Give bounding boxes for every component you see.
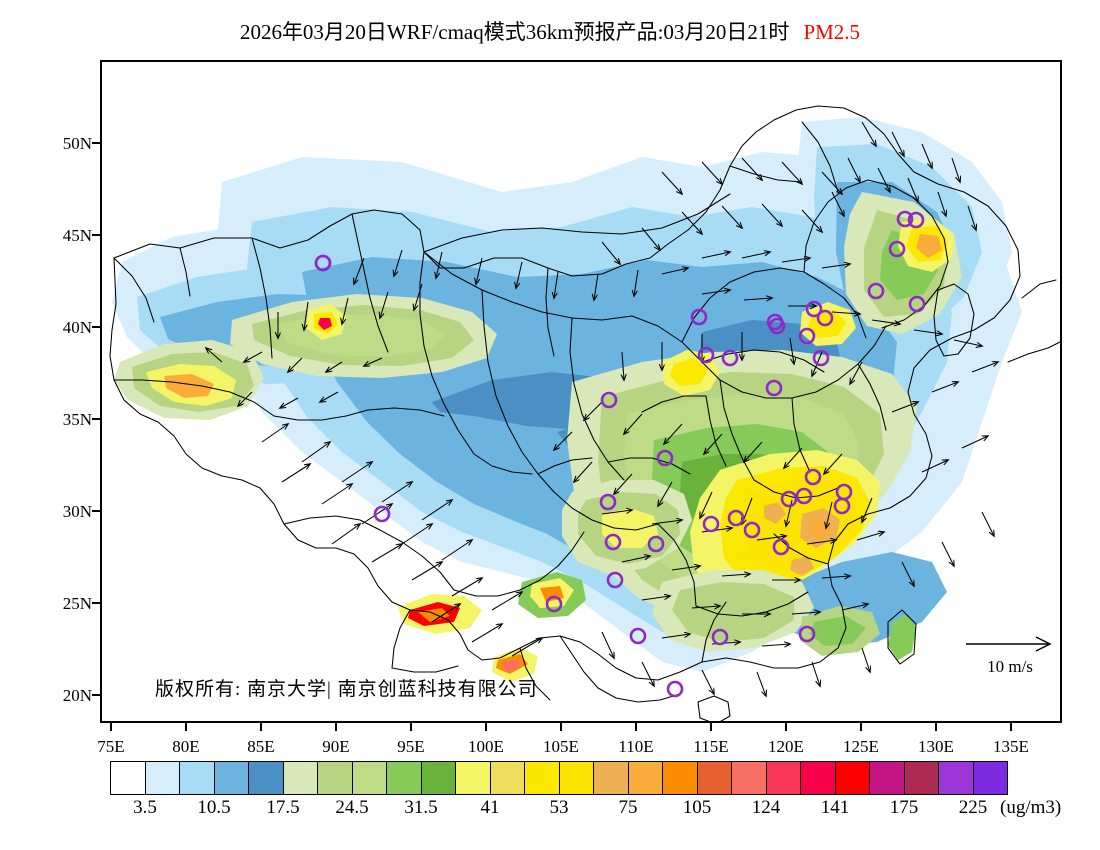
colorbar-cell-19 [766,762,801,794]
colorbar-cell-18 [732,762,767,794]
colorbar-cell-22 [870,762,905,794]
colorbar-cell-2 [180,762,215,794]
page-title: 2026年03月20日WRF/cmaq模式36km预报产品:03月20日21时 P… [0,16,1100,46]
lon-tick-mark [635,723,637,731]
colorbar-label-124: 124 [751,797,781,818]
province-boundaries [109,105,1060,721]
colorbar-cell-21 [835,762,870,794]
lon-tick-mark [785,723,787,731]
colorbar-units-label: (ug/m3) [1000,797,1062,818]
colorbar-cell-0 [111,762,146,794]
lat-tick-25n: 25N [62,594,92,613]
wind-scale-label: 10 m/s [987,657,1033,676]
colorbar-label-141: 141 [820,797,850,818]
lon-tick-110e: 110E [618,737,654,756]
title-species-text: PM2.5 [803,20,861,44]
lat-tick-40n: 40N [62,318,92,337]
colorbar-cell-25 [973,762,1007,794]
colorbar-label-41: 41 [480,797,500,818]
lon-tick-mark [935,723,937,731]
colorbar [110,761,1008,795]
colorbar-cell-4 [249,762,284,794]
lon-tick-135e: 135E [993,737,1029,756]
lon-tick-mark [710,723,712,731]
wind-vector-field [206,121,998,696]
colorbar-label-10-5: 10.5 [197,797,231,818]
colorbar-cell-1 [145,762,180,794]
colorbar-cell-24 [939,762,974,794]
pm25-concentration-map [102,62,1060,721]
lat-tick-20n: 20N [62,686,92,705]
lat-tick-mark [92,510,100,512]
lon-tick-mark [485,723,487,731]
colorbar-cell-8 [387,762,422,794]
lat-tick-mark [92,418,100,420]
lon-tick-95e: 95E [397,737,425,756]
lon-tick-115e: 115E [693,737,729,756]
colorbar-cells[interactable] [110,761,1008,795]
lon-tick-125e: 125E [843,737,879,756]
lon-tick-100e: 100E [468,737,504,756]
lat-tick-mark [92,234,100,236]
map-plot-area[interactable] [100,60,1062,723]
copyright-text: 版权所有: 南京大学| 南京创蓝科技有限公司 [155,679,538,700]
colorbar-cell-20 [801,762,836,794]
lat-tick-35n: 35N [62,410,92,429]
concentration-contours [112,117,1022,682]
colorbar-label-105: 105 [682,797,712,818]
lon-tick-mark [260,723,262,731]
lon-tick-mark [110,723,112,731]
lon-tick-mark [335,723,337,731]
lon-tick-mark [410,723,412,731]
lon-tick-75e: 75E [97,737,125,756]
wind-arrow-icon [966,636,1052,652]
colorbar-cell-12 [525,762,560,794]
colorbar-cell-5 [283,762,318,794]
lon-tick-80e: 80E [172,737,200,756]
lon-tick-mark [185,723,187,731]
colorbar-label-3-5: 3.5 [133,797,157,818]
colorbar-label-17-5: 17.5 [266,797,300,818]
lon-tick-130e: 130E [918,737,954,756]
lon-tick-mark [560,723,562,731]
lat-tick-30n: 30N [62,502,92,521]
colorbar-label-225: 225 [958,797,988,818]
lon-tick-105e: 105E [543,737,579,756]
lon-tick-90e: 90E [322,737,350,756]
colorbar-cell-9 [421,762,456,794]
lon-tick-85e: 85E [247,737,275,756]
colorbar-cell-3 [214,762,249,794]
colorbar-cell-15 [628,762,663,794]
colorbar-label-53: 53 [549,797,569,818]
colorbar-cell-10 [456,762,491,794]
colorbar-cell-11 [490,762,525,794]
colorbar-label-24-5: 24.5 [335,797,369,818]
colorbar-cell-16 [663,762,698,794]
monitoring-station-markers[interactable] [314,210,926,698]
lat-tick-45n: 45N [62,226,92,245]
colorbar-cell-6 [318,762,353,794]
colorbar-cell-14 [594,762,629,794]
colorbar-cell-23 [904,762,939,794]
colorbar-label-75: 75 [618,797,638,818]
lat-tick-mark [92,142,100,144]
lat-tick-mark [92,602,100,604]
lat-tick-50n: 50N [62,134,92,153]
colorbar-cell-13 [559,762,594,794]
colorbar-cell-7 [352,762,387,794]
lon-tick-mark [860,723,862,731]
lat-tick-mark [92,326,100,328]
wind-scale-legend: 10 m/s [955,634,1065,677]
title-main-text: 2026年03月20日WRF/cmaq模式36km预报产品:03月20日21时 [239,20,790,44]
colorbar-label-175: 175 [889,797,919,818]
lon-tick-mark [1010,723,1012,731]
colorbar-label-31-5: 31.5 [404,797,438,818]
colorbar-cell-17 [697,762,732,794]
lat-tick-mark [92,694,100,696]
lon-tick-120e: 120E [768,737,804,756]
